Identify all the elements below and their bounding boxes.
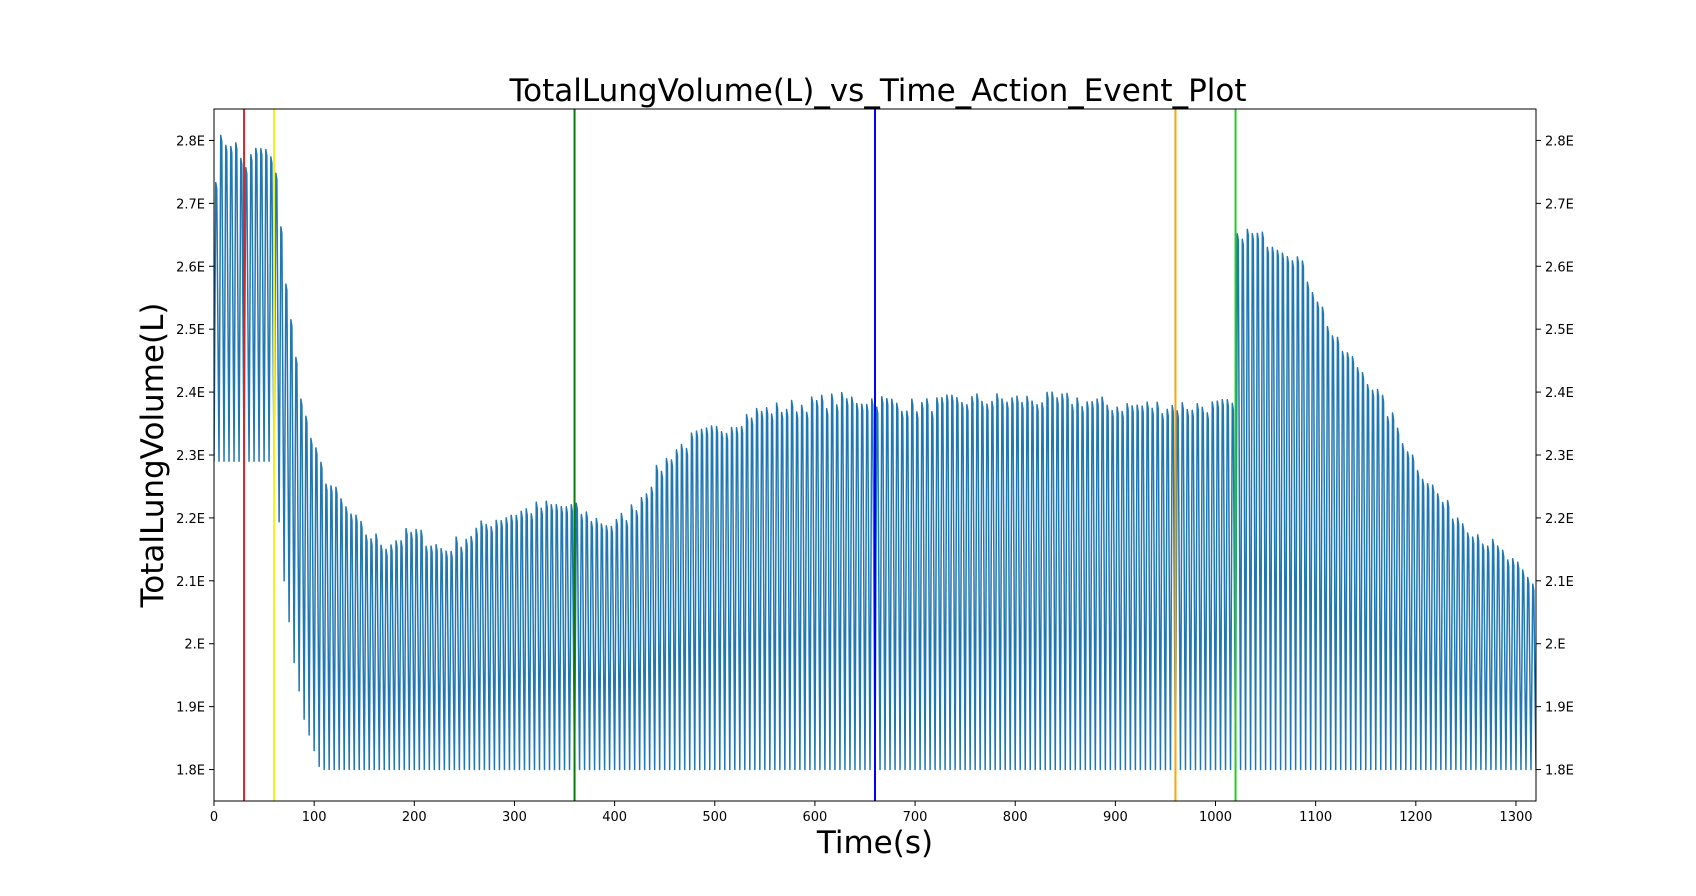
y-tick-label-right: 2.7E bbox=[1545, 197, 1574, 212]
y-tick-label-right: 1.9E bbox=[1545, 701, 1574, 716]
x-tick-label: 400 bbox=[602, 810, 627, 825]
y-tick-label-left: 2.4E bbox=[176, 386, 205, 401]
x-axis: 0 100 200 300 400 500 600 700 800 900 1000 1100 1200… bbox=[210, 801, 1533, 825]
y-tick-label-left: 2.8E bbox=[176, 134, 205, 149]
x-tick-label: 700 bbox=[903, 810, 928, 825]
y-tick-label-right: 2.5E bbox=[1545, 323, 1574, 338]
y-tick-label-left: 2.E bbox=[184, 638, 205, 653]
x-tick-label: 1000 bbox=[1199, 810, 1232, 825]
x-tick-label: 1200 bbox=[1399, 810, 1432, 825]
x-tick-label: 500 bbox=[702, 810, 727, 825]
y-tick-label-left: 2.7E bbox=[176, 197, 205, 212]
y-axis-label: TotalLungVolume(L) bbox=[135, 303, 171, 609]
event-lines bbox=[243, 109, 1237, 801]
x-tick-label: 300 bbox=[502, 810, 527, 825]
y-tick-label-right: 2.8E bbox=[1545, 134, 1574, 149]
x-tick-label: 900 bbox=[1103, 810, 1128, 825]
x-tick-label: 100 bbox=[302, 810, 327, 825]
y-axis: 1.8E 1.8E 1.9E 1.9E 2.E 2.E 2.1E 2.1E 2.2E 2.2E 2.… bbox=[176, 134, 1574, 778]
x-tick-label: 1100 bbox=[1299, 810, 1332, 825]
y-tick-label-left: 1.8E bbox=[176, 764, 205, 779]
y-tick-label-right: 2.2E bbox=[1545, 512, 1574, 527]
y-tick-label-left: 2.1E bbox=[176, 575, 205, 590]
y-tick-label-right: 2.E bbox=[1545, 638, 1566, 653]
x-axis-label: Time(s) bbox=[816, 825, 933, 861]
y-tick-label-left: 2.2E bbox=[176, 512, 205, 527]
x-tick-label: 200 bbox=[402, 810, 427, 825]
x-tick-label: 1300 bbox=[1499, 810, 1532, 825]
x-tick-label: 0 bbox=[210, 810, 218, 825]
y-tick-label-left: 1.9E bbox=[176, 701, 205, 716]
chart-title: TotalLungVolume(L)_vs_Time_Action_Event_… bbox=[508, 73, 1246, 109]
y-tick-label-right: 2.6E bbox=[1545, 260, 1574, 275]
y-tick-label-left: 2.3E bbox=[176, 449, 205, 464]
y-tick-label-left: 2.5E bbox=[176, 323, 205, 338]
y-tick-label-right: 2.4E bbox=[1545, 386, 1574, 401]
y-tick-label-right: 2.1E bbox=[1545, 575, 1574, 590]
y-tick-label-left: 2.6E bbox=[176, 260, 205, 275]
series-line-total-lung-volume bbox=[214, 134, 1536, 771]
x-tick-label: 800 bbox=[1003, 810, 1028, 825]
x-tick-label: 600 bbox=[802, 810, 827, 825]
y-tick-label-right: 1.8E bbox=[1545, 764, 1574, 779]
y-tick-label-right: 2.3E bbox=[1545, 449, 1574, 464]
